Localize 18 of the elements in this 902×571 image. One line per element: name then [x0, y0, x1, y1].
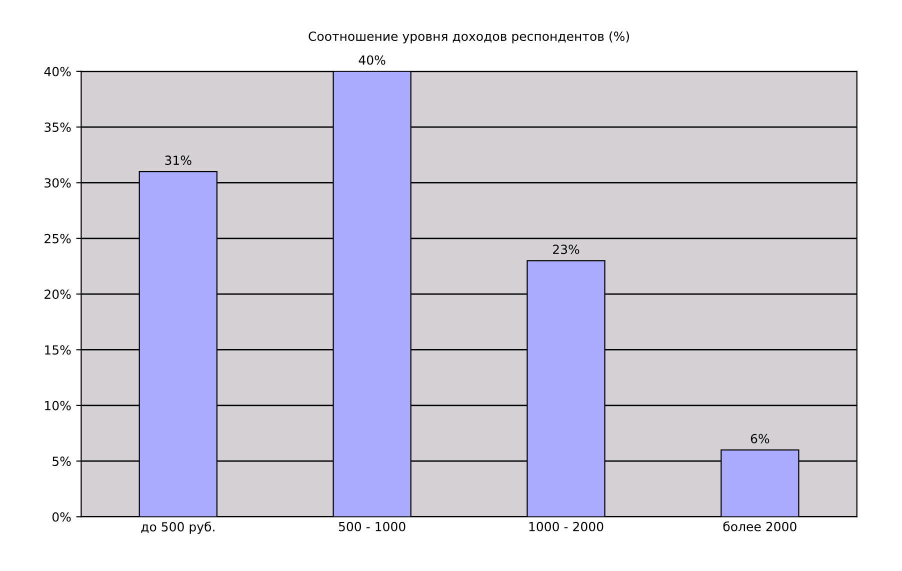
data-label: 40%: [358, 55, 386, 65]
y-tick-label: 10%: [45, 400, 71, 410]
y-tick-label: 40%: [44, 66, 71, 76]
y-tick-label: 25%: [44, 234, 71, 244]
y-tick-label: 35%: [44, 122, 71, 132]
data-label: 31%: [165, 156, 192, 165]
chart-title: Соотношение уровня доходов респондентов (%): [308, 31, 630, 44]
y-tick-label: 15%: [45, 345, 71, 355]
y-tick-label: 20%: [44, 290, 71, 299]
x-tick-label: 1000 - 2000: [529, 522, 604, 532]
data-label: 23%: [553, 244, 580, 254]
y-tick-label: 5%: [52, 456, 71, 466]
x-tick-label: до 500 руб.: [141, 522, 214, 534]
y-tick-label: 0%: [52, 512, 71, 522]
x-tick-label: 500 - 1000: [338, 522, 406, 532]
data-label: 6%: [750, 434, 770, 444]
x-tick-label: более 2000: [723, 521, 796, 532]
y-tick-label: 30%: [44, 178, 71, 188]
